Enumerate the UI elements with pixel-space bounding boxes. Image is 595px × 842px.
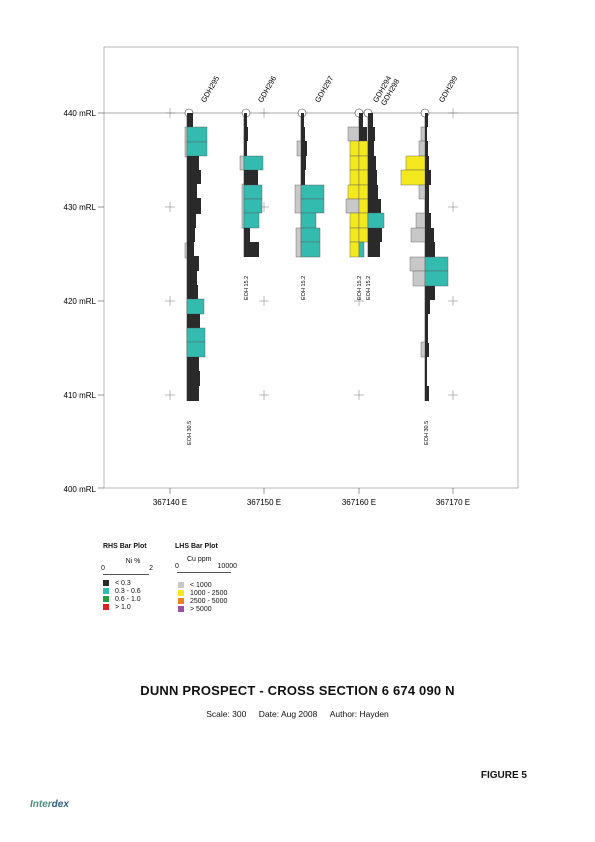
drillhole-gdh295: GDH295 EOH 30.5 xyxy=(184,74,221,445)
elev-label-420: 420 mRL xyxy=(64,297,97,306)
legend-rhs-row: 0.6 - 1.0 xyxy=(103,595,163,603)
hole-label-gdh295: GDH295 xyxy=(199,74,221,104)
legend-swatch xyxy=(103,604,109,610)
cross-section-panel: 440 mRL 430 mRL 420 mRL 410 mRL 400 mRL … xyxy=(64,46,519,507)
legend-swatch xyxy=(103,580,109,586)
east-label-367150: 367150 E xyxy=(247,498,281,507)
legend-swatch xyxy=(178,598,184,604)
legend-lhs-scale-min: 0 xyxy=(175,563,179,570)
legend-lhs-row: 2500 - 5000 xyxy=(178,597,245,605)
legend-swatch xyxy=(103,588,109,594)
legend-lhs-unit: Cu ppm xyxy=(187,556,212,563)
legend-lhs-row: < 1000 xyxy=(178,581,245,589)
easting-axis: 367140 E 367150 E 367160 E 367170 E xyxy=(153,488,470,507)
legend-lhs: LHS Bar Plot Cu ppm 0 10000 < 1000 1000 … xyxy=(175,543,245,613)
eoh-label-gdh298: EOH 15.2 xyxy=(366,276,372,300)
company-logo: Interdex xyxy=(30,799,69,810)
legend-rhs-scale-min: 0 xyxy=(101,565,105,572)
eoh-label-gdh294: EOH 15.2 xyxy=(357,276,363,300)
elevation-axis: 440 mRL 430 mRL 420 mRL 410 mRL 400 mRL xyxy=(64,109,104,494)
legend-swatch xyxy=(178,590,184,596)
page-title: DUNN PROSPECT - CROSS SECTION 6 674 090 … xyxy=(140,683,455,698)
hole-label-gdh296: GDH296 xyxy=(256,74,278,104)
east-label-367160: 367160 E xyxy=(342,498,376,507)
legend-swatch xyxy=(178,582,184,588)
drillhole-gdh299: GDH299 EOH 30.5 xyxy=(400,74,459,445)
elev-label-410: 410 mRL xyxy=(64,391,97,400)
hole-label-gdh297: GDH297 xyxy=(313,74,335,104)
scale-text: Scale: 300 xyxy=(206,709,247,719)
drillhole-gdh297: GDH297 EOH 15.2 xyxy=(294,74,335,300)
legend-swatch xyxy=(178,606,184,612)
legend-rhs-row: < 0.3 xyxy=(103,579,163,587)
drillhole-gdh298: GDH298 EOH 15.2 xyxy=(363,77,401,300)
date-text: Date: Aug 2008 xyxy=(258,709,318,719)
east-label-367140: 367140 E xyxy=(153,498,187,507)
drillhole-gdh296: GDH296 EOH 15.2 xyxy=(239,74,278,300)
eoh-label-gdh299: EOH 30.5 xyxy=(424,421,430,445)
figure-label: FIGURE 5 xyxy=(480,770,527,781)
legend-rhs-unit: Ni % xyxy=(125,558,141,565)
title-block-meta: Scale: 300 Date: Aug 2008 Author: Hayden xyxy=(0,709,595,719)
legend-lhs-scale: 0 10000 xyxy=(175,563,237,573)
author-text: Author: Hayden xyxy=(329,709,389,719)
legend-rhs-row: > 1.0 xyxy=(103,603,163,611)
legend-rhs: RHS Bar Plot Ni % 0 2 < 0.3 0.3 - 0.6 0.… xyxy=(101,543,163,611)
elev-label-430: 430 mRL xyxy=(64,203,97,212)
eoh-label-gdh297: EOH 15.2 xyxy=(301,276,307,300)
eoh-label-gdh296: EOH 15.2 xyxy=(244,276,250,300)
legend-rhs-scale: 0 2 xyxy=(101,565,153,575)
legend-lhs-row: > 5000 xyxy=(178,605,245,613)
hole-label-gdh299: GDH299 xyxy=(437,74,459,104)
legend-rhs-row: 0.3 - 0.6 xyxy=(103,587,163,595)
legend-lhs-title: LHS Bar Plot xyxy=(175,543,218,550)
east-label-367170: 367170 E xyxy=(436,498,470,507)
elev-label-400: 400 mRL xyxy=(64,485,97,494)
legend-lhs-scale-max: 10000 xyxy=(217,563,237,570)
eoh-label-gdh295: EOH 30.5 xyxy=(187,421,193,445)
legend-lhs-row: 1000 - 2500 xyxy=(178,589,245,597)
section-frame xyxy=(103,46,519,489)
legend-rhs-scale-max: 2 xyxy=(149,565,153,572)
legend-rhs-title: RHS Bar Plot xyxy=(103,543,147,550)
elev-label-440: 440 mRL xyxy=(64,109,97,118)
legend-swatch xyxy=(103,596,109,602)
